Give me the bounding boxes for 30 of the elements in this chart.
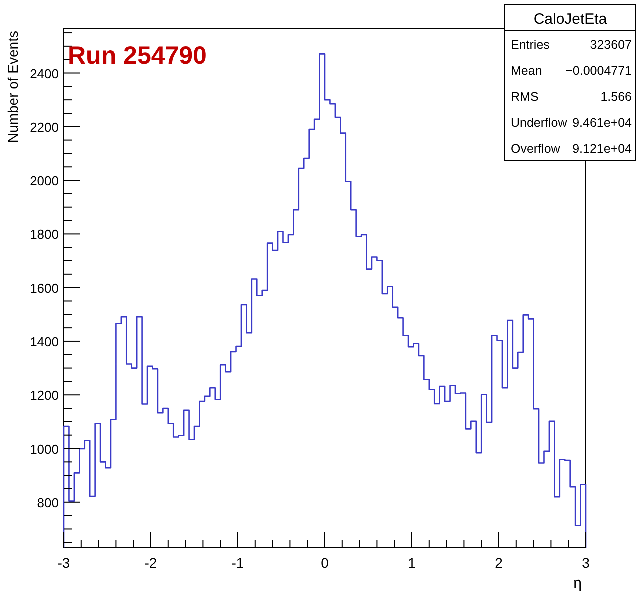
annotation: Entries [511,38,550,52]
annotation: Underflow [511,116,568,130]
y-tick-label: 2200 [30,120,59,135]
text: CaloJetEta [534,11,608,28]
y-tick-label: 2400 [30,66,59,82]
x-tick-label: 2 [495,555,504,571]
annotation: 9.121e+04 [572,142,632,156]
x-axis-title: η [574,575,582,592]
text: 1.566 [600,90,632,104]
annotation: Run 254790 [68,42,207,70]
annotation: RMS [511,90,539,104]
y-tick-label: 1400 [30,334,59,350]
annotation: Mean [511,64,542,78]
x-tick-label: -1 [232,555,244,571]
y-tick-label: 1600 [30,280,59,296]
y-tick-label: 2000 [30,174,59,189]
x-tick-label: 1 [408,555,416,571]
y-tick-label: 1000 [30,442,59,457]
annotation: 9.461e+04 [572,116,632,130]
annotation: Overflow [511,142,562,156]
x-tick-label: 3 [582,555,590,571]
y-tick-label: 1800 [30,227,59,242]
x-tick-label: -3 [58,555,70,571]
x-tick-label: -2 [144,555,158,571]
x-tick-label: 0 [321,555,330,571]
text: 323607 [590,38,632,52]
y-tick-label: 1200 [30,388,59,404]
y-axis-title: Number of Events [5,31,21,144]
annotation: −0.0004771 [566,64,632,78]
y-tick-label: 800 [37,495,59,510]
